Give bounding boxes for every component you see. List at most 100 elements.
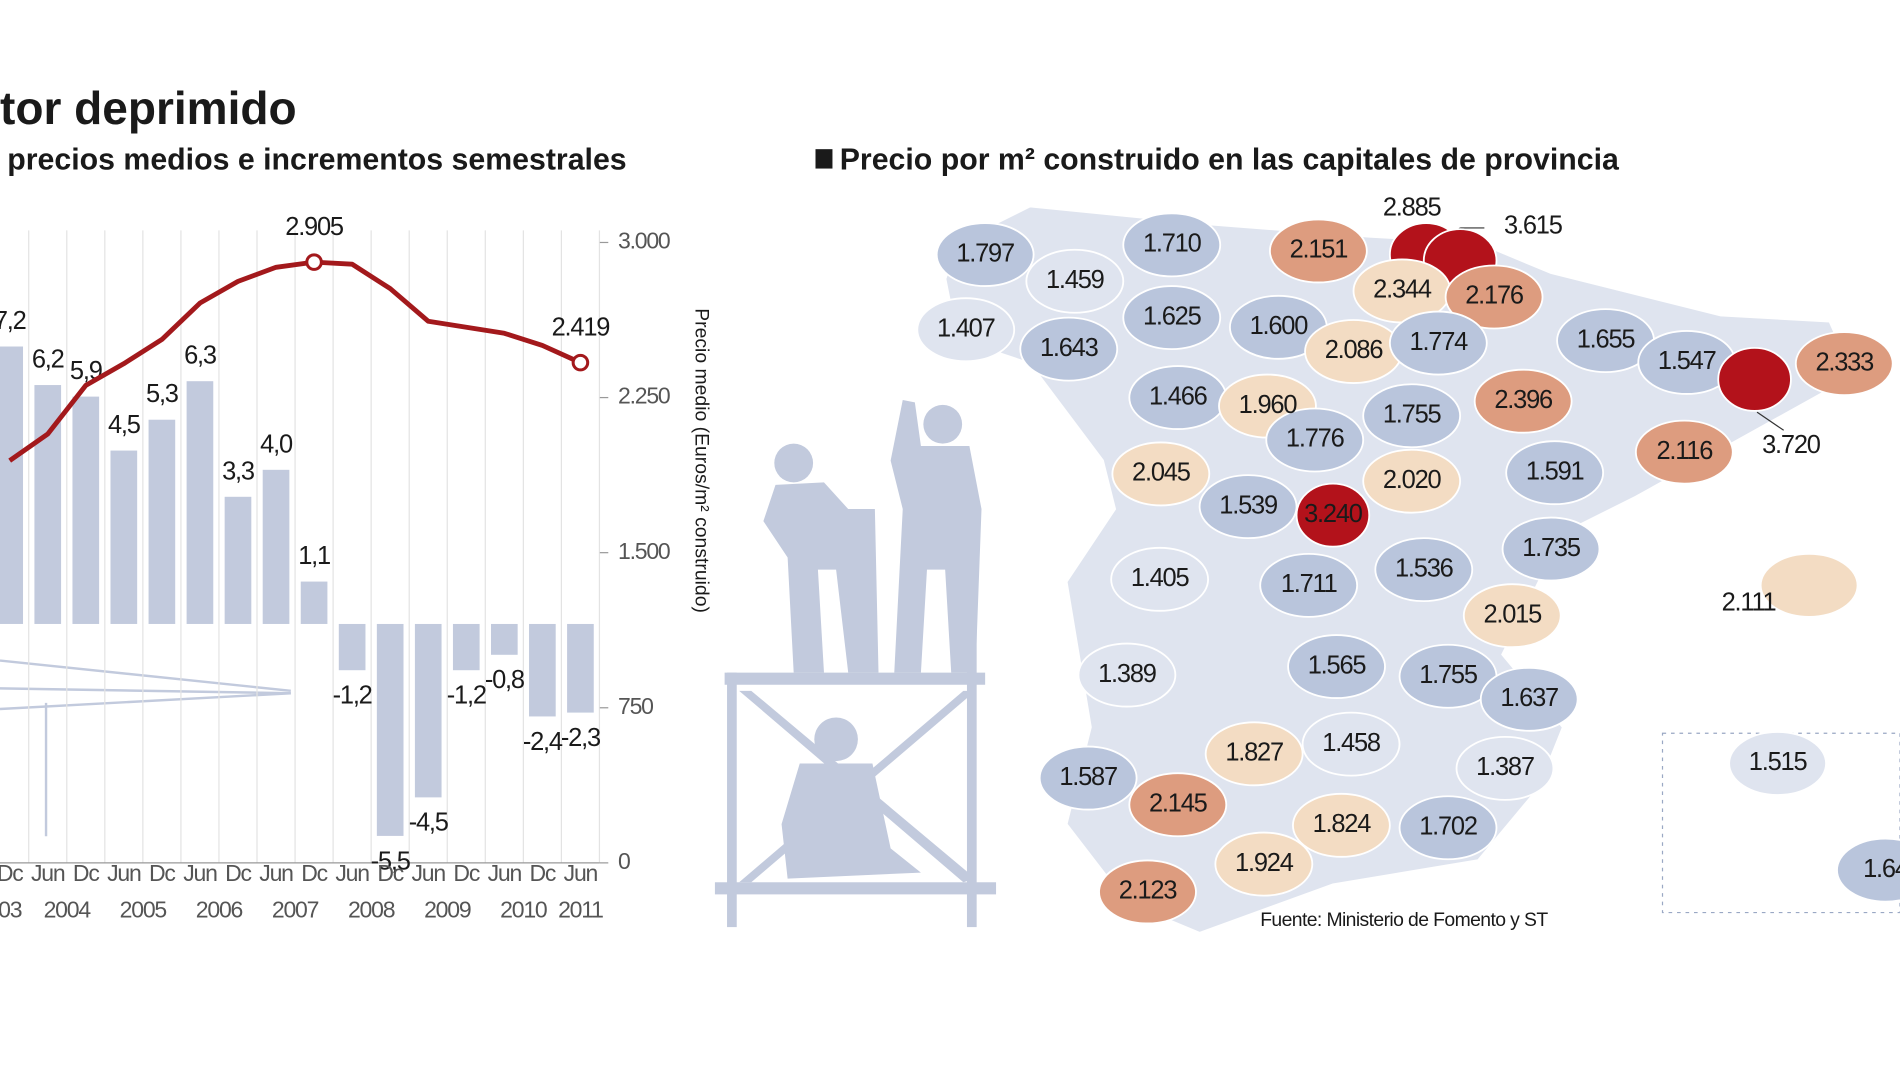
y2-tick-label: 750 xyxy=(618,693,653,719)
province xyxy=(1204,721,1304,787)
province-label: 1.755 xyxy=(1383,400,1442,428)
x-year-label: 2010 xyxy=(500,896,547,922)
province xyxy=(1836,837,1900,903)
x-tick-label: Dc xyxy=(453,860,479,886)
x-tick-label: Jun xyxy=(31,860,65,886)
province-label: 1.459 xyxy=(1046,266,1104,294)
province xyxy=(1259,552,1359,618)
bar-label: -1,2 xyxy=(447,682,486,710)
province-label: 1.637 xyxy=(1500,684,1558,712)
x-tick-label: Dc xyxy=(0,860,23,886)
province xyxy=(1362,383,1462,449)
x-tick-label: Dc xyxy=(73,860,99,886)
bar-label: 4,5 xyxy=(108,411,141,439)
province-label: 1.387 xyxy=(1476,753,1534,781)
bar xyxy=(338,623,366,671)
province xyxy=(935,222,1035,288)
map-title: Precio por m² construido en las capitale… xyxy=(840,143,1620,176)
x-tick-label: Jun xyxy=(107,860,141,886)
province xyxy=(1501,516,1601,582)
bar xyxy=(376,623,404,836)
province-label: 2.045 xyxy=(1132,459,1191,487)
province xyxy=(1374,537,1474,603)
bar-label: 6,3 xyxy=(184,342,217,370)
x-year-label: 2009 xyxy=(424,896,471,922)
province xyxy=(1717,346,1792,412)
province-label: 2.885 xyxy=(1383,193,1442,221)
province xyxy=(1362,448,1462,514)
bar-label: 7,2 xyxy=(0,307,26,335)
bar xyxy=(262,469,290,624)
price-marker xyxy=(305,253,323,271)
bar xyxy=(148,419,176,624)
province-label: 1.405 xyxy=(1131,564,1190,592)
province-label: 1.600 xyxy=(1250,312,1309,340)
province-label: 1.547 xyxy=(1658,347,1716,375)
title-square xyxy=(815,149,833,169)
province xyxy=(1794,331,1894,397)
province xyxy=(1110,546,1210,612)
province-label: 1.824 xyxy=(1313,810,1372,838)
x-tick-label: Dc xyxy=(149,860,175,886)
bar xyxy=(0,346,24,624)
y2-tick-label: 3.000 xyxy=(618,228,670,254)
x-tick-label: Dc xyxy=(530,860,556,886)
bar-label: -5,5 xyxy=(371,847,411,875)
y2-axis-title: Precio medio (Euros/m² construido) xyxy=(690,308,712,613)
province-label: 1.827 xyxy=(1225,739,1283,767)
province xyxy=(1301,711,1401,777)
x-tick-label: Dc xyxy=(377,860,403,886)
province xyxy=(1122,285,1222,351)
province-label: 1.797 xyxy=(956,239,1014,267)
price-label: 2.905 xyxy=(285,213,344,241)
province xyxy=(1025,248,1125,314)
bar-label: -1,2 xyxy=(333,682,372,710)
province-label: 2.176 xyxy=(1465,282,1524,310)
province xyxy=(1287,634,1386,699)
province xyxy=(1462,583,1562,649)
workers-illustration xyxy=(714,399,997,928)
x-year-label: 2006 xyxy=(196,896,243,922)
province xyxy=(1295,482,1371,548)
province-label: 2.333 xyxy=(1815,348,1874,376)
province-label: 1.710 xyxy=(1143,230,1202,258)
province-label: 2.116 xyxy=(1656,437,1713,465)
province xyxy=(1634,419,1734,485)
y2-tick-label: 1.500 xyxy=(618,538,670,564)
bar-label: 4,0 xyxy=(260,430,293,458)
province xyxy=(1505,440,1605,506)
bar-label: -0,8 xyxy=(485,666,525,694)
province xyxy=(1019,316,1119,382)
bar xyxy=(529,623,556,717)
bar xyxy=(300,581,328,624)
leader-line xyxy=(1756,411,1785,431)
province xyxy=(1077,642,1177,708)
x-year-label: 2008 xyxy=(348,896,395,922)
crane xyxy=(0,659,291,837)
province-label: 1.64 xyxy=(1863,855,1900,883)
bar-label: -2,4 xyxy=(523,728,563,756)
province xyxy=(1728,731,1827,796)
province-label: 1.389 xyxy=(1098,660,1156,688)
x-tick-label: Dc xyxy=(225,860,251,886)
province xyxy=(1098,859,1197,925)
province-label: 1.755 xyxy=(1419,661,1478,689)
province-label: 2.123 xyxy=(1119,877,1178,905)
province xyxy=(1128,772,1228,838)
x-tick-label: Jun xyxy=(259,860,293,886)
x-year-label: 03 xyxy=(0,896,22,922)
y2-tick-label: 2.250 xyxy=(618,383,670,409)
province-label: 1.655 xyxy=(1577,325,1636,353)
province xyxy=(1214,831,1314,897)
x-tick-label: Dc xyxy=(301,860,327,886)
province-label: 1.565 xyxy=(1308,651,1367,679)
chart-subtitle: precios medios e incrementos semestrales xyxy=(7,143,626,176)
province xyxy=(1479,666,1579,732)
province-label: 1.536 xyxy=(1395,554,1454,582)
province-label: 1.625 xyxy=(1143,302,1202,330)
province xyxy=(1759,552,1859,618)
chart-title: tor deprimido xyxy=(0,82,297,134)
province xyxy=(1455,735,1555,801)
province-label: 1.539 xyxy=(1219,491,1277,519)
bar xyxy=(186,381,214,624)
